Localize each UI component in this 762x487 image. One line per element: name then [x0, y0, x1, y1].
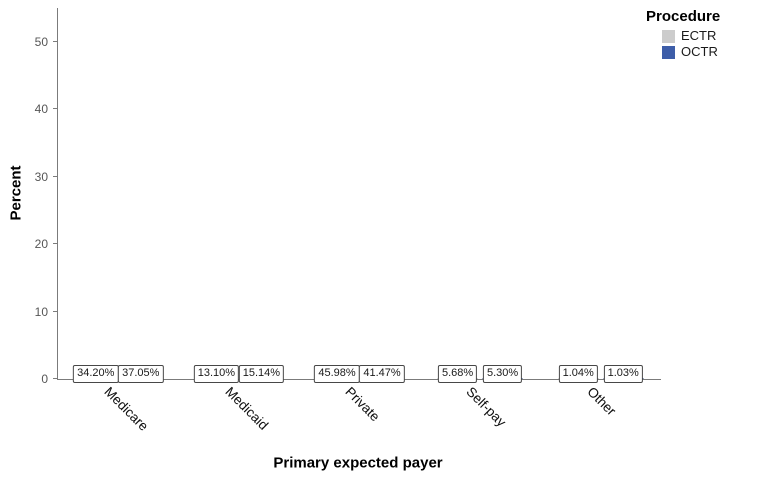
bar-ectr: 5.68%	[437, 365, 478, 383]
bar-value-label: 5.68%	[437, 365, 478, 383]
legend: Procedure ECTR OCTR	[646, 8, 720, 62]
y-tick-label: 40	[34, 102, 48, 117]
y-tick-label: 10	[34, 304, 48, 319]
y-tick-mark	[53, 243, 58, 245]
y-tick-mark	[53, 40, 58, 42]
legend-items: ECTR OCTR	[646, 28, 720, 60]
y-tick-label: 20	[34, 237, 48, 252]
bar-pair: 13.10% 15.14%	[193, 365, 285, 383]
bar-value-label: 13.10%	[193, 365, 240, 383]
bar-value-label: 37.05%	[118, 365, 164, 383]
x-category-label: Self-pay	[463, 384, 510, 430]
bar-pair: 45.98% 41.47%	[314, 365, 405, 383]
bar-value-label: 34.20%	[73, 365, 119, 383]
bar-octr: 1.03%	[603, 365, 644, 383]
category-group: 1.04% 1.03% Other	[540, 8, 661, 418]
y-tick-mark	[53, 378, 58, 379]
x-category-label: Private	[342, 384, 384, 425]
bar-pair: 1.04% 1.03%	[558, 365, 644, 383]
bar-pair: 34.20% 37.05%	[73, 365, 164, 383]
y-tick-label: 30	[34, 169, 48, 184]
category-group: 34.20% 37.05% Medicare	[58, 8, 179, 434]
bar-ectr: 13.10%	[193, 365, 240, 383]
category-group: 45.98% 41.47% Private	[299, 8, 420, 424]
bar-ectr: 34.20%	[73, 365, 119, 383]
bar-pair: 5.68% 5.30%	[437, 365, 523, 383]
bar-value-label: 1.03%	[603, 365, 643, 383]
legend-swatch-icon	[662, 45, 675, 59]
y-tick-mark	[53, 175, 58, 177]
legend-label: OCTR	[681, 44, 718, 60]
bar-value-label: 1.04%	[558, 365, 598, 383]
x-axis-title: Primary expected payer	[273, 454, 443, 472]
bar-octr: 41.47%	[359, 365, 405, 383]
bar-value-label: 41.47%	[359, 365, 405, 383]
category-group: 5.68% 5.30% Self-pay	[420, 8, 541, 430]
legend-swatch-icon	[662, 29, 675, 43]
legend-label: ECTR	[681, 28, 717, 43]
x-category-label: Medicaid	[222, 384, 272, 433]
x-category-label: Medicare	[101, 384, 152, 434]
bar-octr: 15.14%	[238, 365, 285, 383]
legend-title: Procedure	[646, 8, 721, 25]
x-category-label: Other	[584, 384, 619, 419]
legend-item-ectr: ECTR	[662, 28, 720, 43]
bar-ectr: 45.98%	[314, 365, 360, 383]
bar-value-label: 15.14%	[238, 365, 285, 383]
bar-groups: 34.20% 37.05% Medicare 13.10% 15.14% Medicaid…	[58, 8, 661, 434]
plot-area: 0 10 20 30 40 50 34.20% 37.05% Medicare 13.10% 15…	[35, 8, 661, 434]
bar-ectr: 1.04%	[558, 365, 599, 383]
y-tick-label: 0	[41, 372, 48, 386]
category-group: 13.10% 15.14% Medicaid	[179, 8, 300, 433]
bar-value-label: 5.30%	[482, 365, 523, 383]
y-tick-label: 50	[34, 34, 48, 49]
bar-octr: 37.05%	[118, 365, 164, 383]
bar-value-label: 45.98%	[314, 365, 360, 383]
legend-item-octr: OCTR	[662, 44, 720, 60]
y-axis-title: Percent	[7, 165, 25, 221]
y-tick-mark	[53, 310, 58, 312]
bar-octr: 5.30%	[482, 365, 523, 383]
y-tick-mark	[53, 108, 58, 110]
